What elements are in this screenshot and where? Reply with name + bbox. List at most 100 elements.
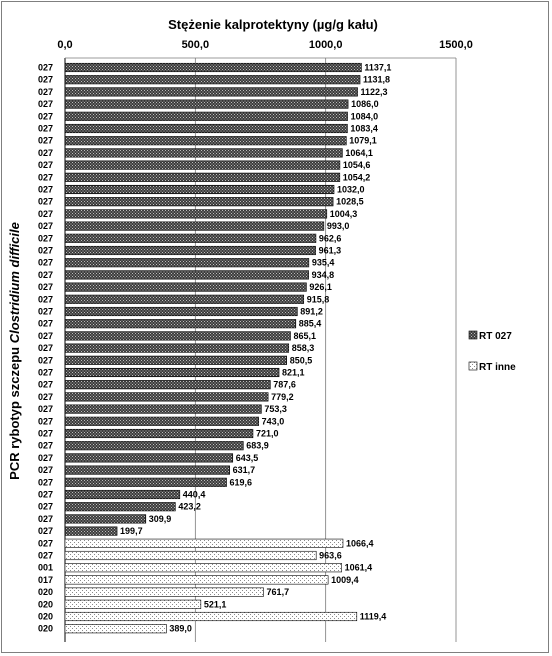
x-tick-label: 0,0 — [57, 39, 72, 51]
x-tick-label: 1500,0 — [439, 39, 473, 51]
bar — [64, 331, 291, 341]
bar — [64, 258, 310, 268]
data-label: 1086,0 — [351, 99, 379, 109]
category-label: 027 — [38, 465, 53, 475]
data-label: 423,2 — [178, 502, 201, 512]
data-label: 1061,4 — [345, 563, 373, 573]
x-axis-ticks: 0,0 500,0 1000,0 1500,0 — [57, 39, 472, 51]
data-label: 743,0 — [262, 416, 285, 426]
bar — [64, 306, 298, 317]
bar — [64, 453, 234, 463]
data-label: 631,7 — [233, 465, 256, 475]
data-label: 963,6 — [319, 551, 342, 561]
y-axis-label-prefix: PCR rybotyp szczepu — [7, 343, 22, 480]
legend: RT 027 RT inne — [468, 330, 516, 373]
category-label: 027 — [38, 453, 53, 463]
bar — [64, 221, 325, 231]
x-tick-label: 500,0 — [182, 39, 210, 51]
bar — [64, 160, 341, 170]
bar — [64, 624, 167, 634]
bar — [64, 380, 271, 390]
category-label: 027 — [38, 172, 53, 182]
bar — [64, 197, 334, 207]
category-label: 027 — [38, 294, 53, 304]
bar — [64, 282, 307, 292]
category-label: 027 — [38, 136, 53, 146]
category-label: 027 — [38, 404, 53, 414]
bar — [64, 99, 349, 109]
data-label: 1066,4 — [346, 538, 374, 548]
category-label: 027 — [38, 380, 53, 390]
data-label: 821,1 — [282, 368, 305, 378]
legend-label-rt-inne: RT inne — [479, 362, 516, 373]
category-label: 027 — [38, 233, 53, 243]
legend-swatch-rt027 — [468, 330, 478, 340]
chart-title: Stężenie kalprotektyny (µg/g kału) — [168, 17, 378, 32]
data-label: 1084,0 — [351, 111, 379, 121]
bar — [64, 575, 329, 585]
category-label: 027 — [38, 526, 53, 536]
category-label: 027 — [38, 258, 53, 268]
data-label: 619,6 — [230, 477, 253, 487]
data-label: 683,9 — [246, 441, 269, 451]
bar — [64, 294, 305, 304]
bar — [64, 550, 317, 561]
category-label: 027 — [38, 99, 53, 109]
bar — [64, 611, 358, 622]
data-label: 891,2 — [300, 307, 323, 317]
data-label: 1122,3 — [361, 87, 388, 97]
category-label: 027 — [38, 246, 53, 256]
bar — [64, 587, 264, 597]
category-label: 027 — [38, 538, 53, 548]
bar — [64, 184, 335, 195]
legend-label-rt027: RT 027 — [479, 331, 512, 342]
bar — [64, 526, 118, 536]
bar — [64, 502, 176, 512]
category-label: 027 — [38, 111, 53, 121]
bar — [64, 489, 181, 500]
bar — [64, 123, 348, 134]
data-label: 1054,6 — [343, 160, 371, 170]
data-label: 779,2 — [271, 392, 294, 402]
category-label: 027 — [38, 551, 53, 561]
category-label: 027 — [38, 490, 53, 500]
category-label: 027 — [38, 63, 53, 73]
bar — [64, 367, 280, 378]
category-label: 027 — [38, 477, 53, 487]
data-label: 199,7 — [120, 526, 143, 536]
x-tick-label: 1000,0 — [309, 39, 343, 51]
bar — [64, 538, 344, 548]
data-label: 1137,1 — [364, 63, 391, 73]
bar — [64, 319, 297, 329]
category-label: 027 — [38, 148, 53, 158]
category-label: 020 — [38, 612, 53, 622]
data-label: 309,9 — [149, 514, 172, 524]
bar — [64, 172, 341, 182]
category-label: 027 — [38, 331, 53, 341]
data-label: 1079,1 — [349, 136, 377, 146]
data-label: 865,1 — [294, 331, 317, 341]
data-label: 934,8 — [312, 270, 335, 280]
data-label: 389,0 — [169, 624, 192, 634]
category-label: 017 — [38, 575, 53, 585]
bar — [64, 404, 262, 414]
data-label: 440,4 — [183, 490, 206, 500]
bar — [64, 270, 309, 280]
bar — [64, 392, 269, 402]
category-label: 001 — [38, 563, 53, 573]
category-label: 027 — [38, 75, 53, 85]
data-label: 850,5 — [290, 355, 313, 365]
category-label: 027 — [38, 197, 53, 207]
legend-swatch-rt-inne — [468, 361, 478, 371]
category-label: 020 — [38, 587, 53, 597]
category-label: 027 — [38, 416, 53, 426]
data-label: 1064,1 — [345, 148, 373, 158]
category-label: 027 — [38, 185, 53, 195]
data-label: 926,1 — [309, 282, 332, 292]
bar — [64, 514, 147, 524]
data-label: 1119,4 — [360, 612, 387, 622]
bar — [64, 233, 317, 243]
category-label: 027 — [38, 160, 53, 170]
bar — [64, 75, 361, 85]
bar — [64, 441, 244, 451]
